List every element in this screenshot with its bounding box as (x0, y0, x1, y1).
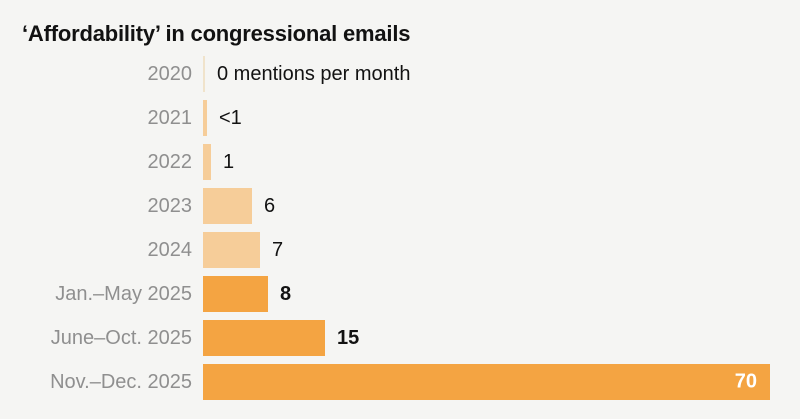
bar-track: 8 (203, 276, 800, 312)
bar: 70 (203, 364, 770, 400)
bar (203, 144, 211, 180)
chart-row: Jan.–May 2025 8 (0, 272, 800, 316)
category-label: June–Oct. 2025 (50, 326, 192, 349)
bar-track: 0 mentions per month (203, 56, 800, 92)
bar (203, 56, 205, 92)
chart-row: Nov.–Dec. 2025 70 (0, 360, 800, 404)
bar-track: 15 (203, 320, 800, 356)
bar (203, 188, 252, 224)
chart-row: 2021 <1 (0, 96, 800, 140)
category-label: Nov.–Dec. 2025 (50, 370, 192, 393)
bar (203, 100, 207, 136)
chart-row: 2020 0 mentions per month (0, 52, 800, 96)
value-label: 0 mentions per month (217, 62, 411, 85)
category-label: 2022 (147, 150, 193, 173)
value-label: 15 (337, 326, 360, 349)
category-label: 2024 (147, 238, 193, 261)
bar (203, 320, 325, 356)
value-label: 8 (280, 282, 292, 305)
bar-chart: 2020 0 mentions per month 2021 <1 2022 1… (0, 52, 800, 404)
bar-track: 6 (203, 188, 800, 224)
value-label: 6 (264, 194, 276, 217)
category-label: Jan.–May 2025 (55, 282, 192, 305)
chart-title: ‘Affordability’ in congressional emails (22, 21, 411, 46)
bar (203, 232, 260, 268)
bar-track: 1 (203, 144, 800, 180)
bar (203, 276, 268, 312)
value-label: 7 (272, 238, 284, 261)
value-label: 1 (223, 150, 235, 173)
value-label: 70 (734, 370, 757, 393)
chart-row: 2022 1 (0, 140, 800, 184)
category-label: 2020 (147, 62, 193, 85)
category-label: 2023 (147, 194, 193, 217)
bar-track: <1 (203, 100, 800, 136)
chart-row: 2023 6 (0, 184, 800, 228)
value-label: <1 (219, 106, 242, 129)
category-label: 2021 (147, 106, 193, 129)
chart-row: June–Oct. 2025 15 (0, 316, 800, 360)
chart-row: 2024 7 (0, 228, 800, 272)
bar-track: 7 (203, 232, 800, 268)
bar-track: 70 (203, 364, 800, 400)
